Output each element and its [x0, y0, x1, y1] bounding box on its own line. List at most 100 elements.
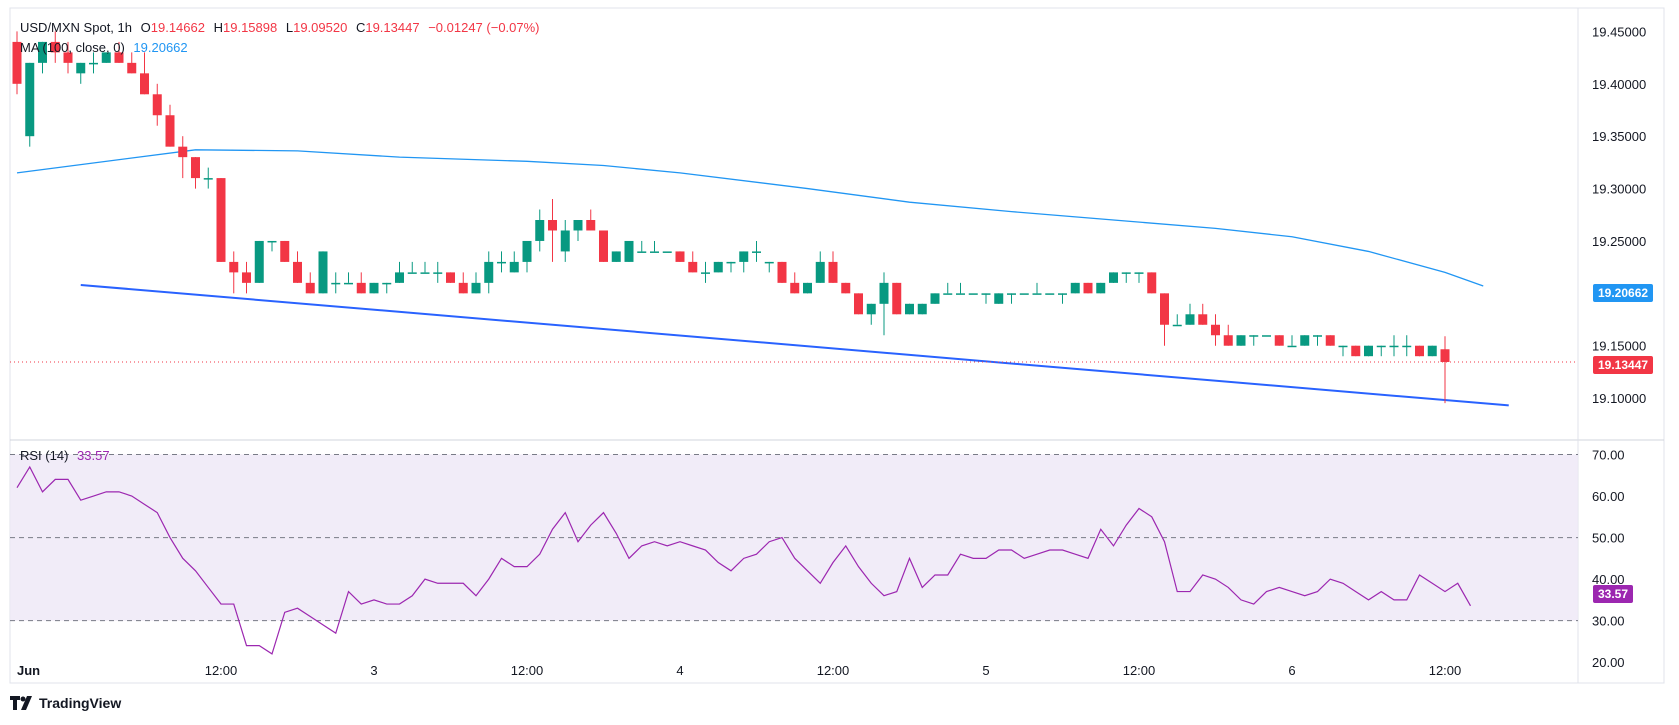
rsi-tick-label: 50.00 — [1592, 531, 1625, 546]
rsi-tick-label: 40.00 — [1592, 572, 1625, 587]
candle-body — [560, 230, 570, 252]
time-tick-label: 12:00 — [1429, 663, 1462, 678]
candle — [854, 293, 863, 315]
candle — [114, 41, 124, 63]
candle — [1109, 272, 1118, 283]
candle — [828, 251, 838, 283]
candle-body — [1070, 282, 1080, 294]
candle-body — [854, 293, 863, 315]
rsi-tick-label: 20.00 — [1592, 655, 1625, 670]
candle-body — [701, 272, 710, 274]
candle-body — [1083, 282, 1093, 294]
candle-body — [1262, 335, 1271, 337]
symbol-ohlc-header: USD/MXN Spot, 1h O19.14662 H19.15898 L19… — [20, 20, 540, 35]
candle — [866, 303, 876, 325]
candle — [101, 52, 111, 63]
candle — [1262, 335, 1271, 337]
candle-body — [930, 293, 940, 304]
candle — [471, 272, 481, 294]
candle — [739, 251, 749, 273]
candle — [1389, 335, 1399, 357]
candle — [25, 62, 35, 147]
ma-legend[interactable]: MA (100, close, 0) 19.20662 — [20, 40, 193, 55]
candle — [509, 251, 519, 273]
candle — [1402, 335, 1412, 357]
candle-body — [573, 220, 583, 231]
candle-body — [1032, 293, 1042, 295]
candle-body — [1058, 293, 1067, 295]
candle — [89, 52, 98, 74]
candle-body — [803, 282, 812, 294]
rsi-tick-label: 60.00 — [1592, 489, 1625, 504]
candle-body — [1211, 324, 1220, 336]
candle-body — [1185, 314, 1195, 325]
candle-body — [1440, 349, 1450, 362]
candle — [1440, 336, 1450, 404]
price-tick-label: 19.35000 — [1592, 129, 1646, 144]
candle — [956, 282, 965, 295]
candle — [1249, 335, 1259, 346]
time-tick-label: 5 — [982, 663, 989, 678]
rsi-value-badge: 33.57 — [1593, 585, 1634, 603]
candle — [331, 272, 341, 294]
candle-body — [395, 272, 404, 283]
candle — [369, 282, 379, 294]
price-tick-label: 19.15000 — [1592, 339, 1646, 354]
candle — [1172, 314, 1182, 327]
candle — [1134, 272, 1144, 283]
candle — [1223, 324, 1233, 346]
price-tick-label: 19.30000 — [1592, 182, 1646, 197]
candle — [38, 41, 47, 74]
candle — [701, 261, 710, 283]
candle — [280, 240, 290, 262]
candle-body — [637, 251, 647, 253]
candle-body — [127, 62, 137, 74]
tradingview-logo[interactable]: TradingView — [10, 695, 121, 711]
candle — [637, 240, 647, 253]
last-price-badge: 19.13447 — [1593, 356, 1654, 374]
candle — [152, 83, 162, 126]
time-tick-label: 12:00 — [205, 663, 238, 678]
candle-body — [458, 282, 468, 294]
candle-body — [917, 303, 927, 315]
candle — [178, 136, 188, 179]
candle-body — [968, 293, 978, 295]
candle-body — [790, 282, 800, 294]
symbol-label[interactable]: USD/MXN Spot, 1h — [20, 20, 132, 35]
time-tick-label: 12:00 — [817, 663, 850, 678]
candle-body — [484, 261, 494, 283]
candle — [624, 240, 634, 262]
candle-body — [981, 293, 991, 295]
candle — [1427, 345, 1437, 357]
candle — [1376, 345, 1386, 357]
time-tick-label: 6 — [1288, 663, 1295, 678]
rsi-legend[interactable]: RSI (14) 33.57 — [20, 448, 115, 463]
candle — [599, 230, 608, 262]
time-tick-label: 12:00 — [511, 663, 544, 678]
candle-body — [662, 251, 672, 253]
candle-body — [254, 240, 264, 283]
candle-body — [267, 240, 277, 243]
candle-body — [713, 261, 723, 273]
candle-body — [905, 303, 914, 315]
candle — [63, 41, 73, 74]
candle — [841, 282, 851, 294]
candle-body — [650, 251, 659, 253]
candle-body — [1223, 335, 1233, 346]
candle-body — [1274, 335, 1284, 346]
candle — [1338, 345, 1348, 357]
rsi-line — [16, 465, 1472, 655]
candle — [1045, 293, 1055, 295]
candle — [420, 261, 430, 274]
candle-body — [433, 272, 443, 274]
time-tick-label: 3 — [370, 663, 377, 678]
candle — [611, 251, 621, 262]
candle — [1096, 282, 1106, 294]
candle-body — [1313, 335, 1322, 337]
candle — [1313, 335, 1322, 346]
candle — [50, 31, 60, 63]
candle — [318, 251, 328, 294]
candle — [344, 272, 353, 285]
brand-name: TradingView — [39, 695, 122, 711]
